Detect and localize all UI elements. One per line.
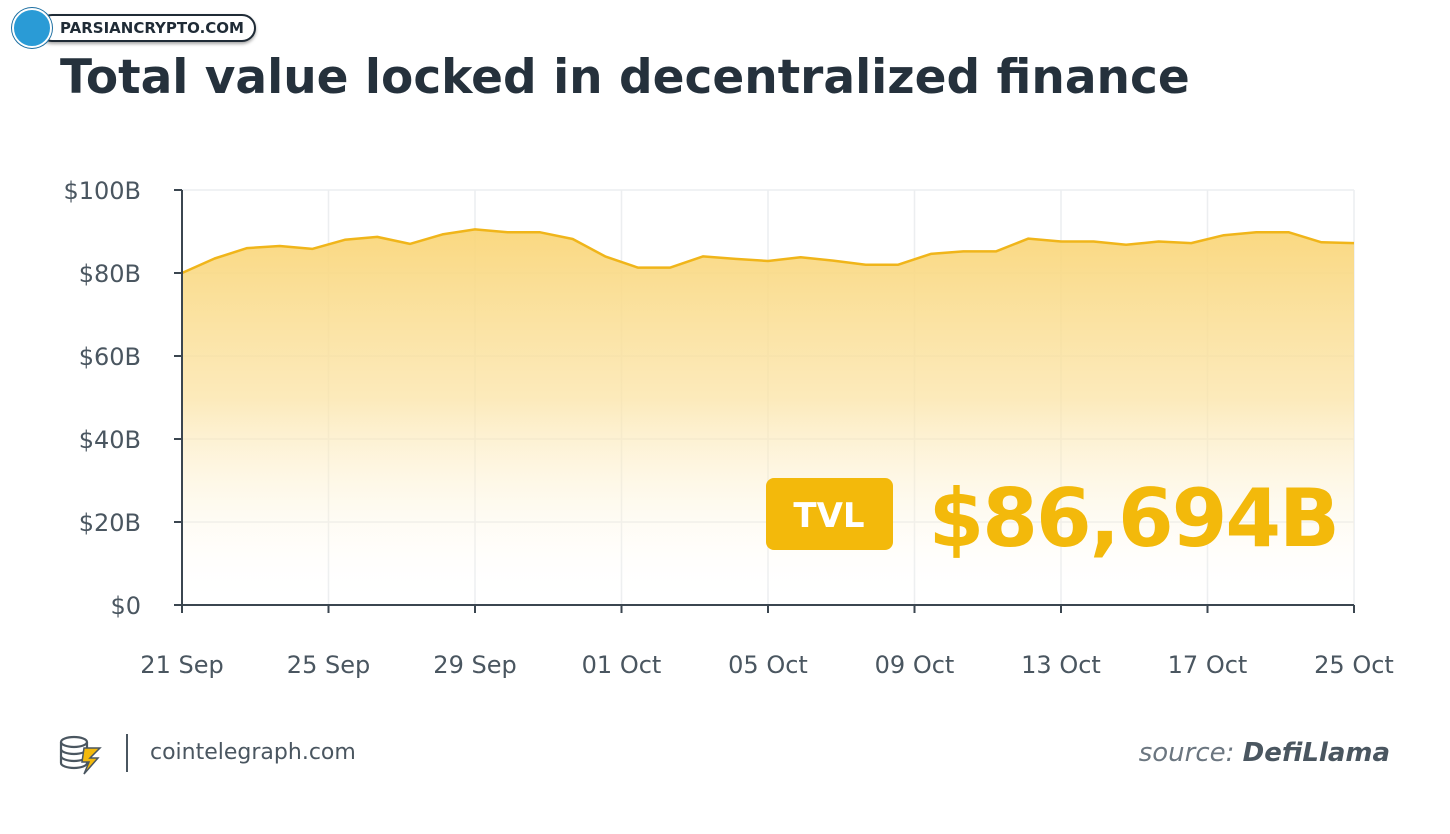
watermark: PARSIANCRYPTO.COM (12, 8, 256, 48)
x-tick-label: 17 Oct (1168, 651, 1248, 679)
tvl-value: $86,694B (929, 472, 1338, 565)
x-tick-label: 05 Oct (728, 651, 808, 679)
x-tick-label: 13 Oct (1021, 651, 1101, 679)
parsiancrypto-logo-icon (12, 8, 52, 48)
source-prefix: source: (1138, 738, 1235, 768)
source-name: DefiLlama (1242, 738, 1390, 768)
footer-divider (126, 734, 128, 772)
y-tick-label: $40B (79, 426, 141, 454)
watermark-text: PARSIANCRYPTO.COM (38, 14, 256, 42)
x-tick-label: 01 Oct (582, 651, 662, 679)
tvl-area-fill (182, 229, 1354, 605)
x-tick-label: 21 Sep (140, 651, 223, 679)
tvl-badge: TVL (766, 478, 893, 550)
x-tick-label: 29 Sep (433, 651, 516, 679)
x-tick-label: 09 Oct (875, 651, 955, 679)
y-tick-label: $60B (79, 343, 141, 371)
footer-source: source: DefiLlama (1139, 738, 1390, 768)
y-tick-label: $20B (79, 509, 141, 537)
y-tick-label: $80B (79, 260, 141, 288)
cointelegraph-logo-icon (59, 735, 102, 775)
x-tick-label: 25 Sep (287, 651, 370, 679)
tvl-badge-label: TVL (793, 496, 864, 536)
tvl-badge-box (766, 478, 893, 550)
x-tick-label: 25 Oct (1314, 651, 1394, 679)
tvl-series-line (181, 228, 1355, 275)
y-tick-label: $0 (110, 592, 141, 620)
axes (174, 189, 1355, 613)
footer-site: cointelegraph.com (150, 740, 356, 765)
y-tick-label: $100B (63, 177, 141, 205)
page-title: Total value locked in decentralized fina… (60, 50, 1190, 105)
x-tick-labels: 21 Sep 25 Sep 29 Sep 01 Oct 05 Oct 09 Oct 13 O… (140, 651, 1394, 679)
y-tick-labels: $0 $20B $40B $60B $80B $100B (63, 177, 141, 620)
